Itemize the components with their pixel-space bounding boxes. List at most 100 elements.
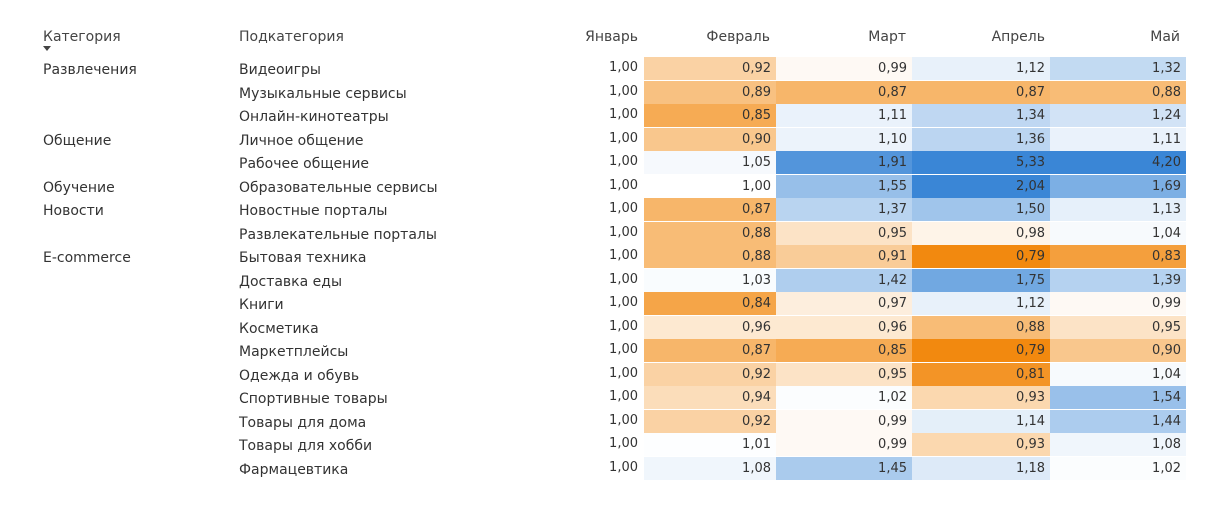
category-label[interactable]: Развлечения: [43, 62, 137, 78]
heatmap-cell-january: 1,00: [609, 201, 638, 216]
heatmap-cell: 0,87: [644, 339, 776, 362]
subcategory-label[interactable]: Товары для дома: [239, 414, 367, 431]
heatmap-cell: 1,02: [1050, 456, 1186, 480]
column-header-january[interactable]: Январь: [585, 29, 638, 45]
subcategory-label[interactable]: Развлекательные порталы: [239, 226, 437, 243]
heatmap-cell-january: 1,00: [609, 60, 638, 75]
column-header-march[interactable]: Март: [868, 29, 906, 45]
heatmap-cell: 0,84: [644, 292, 776, 315]
heatmap-cell: 1,91: [776, 151, 912, 174]
heatmap-cell: 0,79: [912, 339, 1050, 362]
heatmap-cell-january: 1,00: [609, 130, 638, 146]
heatmap-cell: 0,83: [1050, 245, 1186, 268]
heatmap-cell: 1,12: [912, 57, 1050, 80]
heatmap-cell: 0,99: [776, 57, 912, 80]
column-header-april[interactable]: Апрель: [991, 29, 1045, 45]
subcategory-label[interactable]: Одежда и обувь: [239, 367, 360, 384]
subcategory-label[interactable]: Товары для хобби: [239, 438, 373, 454]
heatmap-cell: 1,45: [776, 456, 912, 480]
heatmap-cell-january: 1,00: [609, 107, 638, 122]
heatmap-cell: 0,92: [644, 409, 776, 433]
heatmap-cell: 0,97: [776, 292, 912, 315]
subcategory-label[interactable]: Онлайн-кинотеатры: [239, 109, 389, 125]
heatmap-cell-january: 1,00: [609, 342, 638, 357]
heatmap-cell-january: 1,00: [609, 295, 638, 310]
heatmap-cell: 0,79: [912, 245, 1050, 268]
subcategory-label[interactable]: Фармацевтика: [239, 461, 349, 478]
subcategory-label[interactable]: Маркетплейсы: [239, 344, 349, 360]
heatmap-cell: 1,01: [644, 433, 776, 456]
heatmap-cell: 0,95: [1050, 315, 1186, 339]
heatmap-cell: 1,37: [776, 198, 912, 221]
subcategory-label[interactable]: Книги: [239, 297, 284, 313]
heatmap-cell: 0,87: [776, 80, 912, 104]
heatmap-cell: 1,03: [644, 268, 776, 292]
heatmap-cell: 1,08: [1050, 433, 1186, 456]
heatmap-cell: 0,93: [912, 433, 1050, 456]
heatmap-cell: 1,14: [912, 409, 1050, 433]
heatmap-cell: 0,88: [912, 315, 1050, 339]
heatmap-cell-january: 1,00: [609, 248, 638, 263]
heatmap-cell: 0,87: [644, 198, 776, 221]
heatmap-cell: 0,90: [644, 127, 776, 151]
heatmap-cell-january: 1,00: [609, 224, 638, 240]
heatmap-cell: 0,85: [776, 339, 912, 362]
heatmap-cell-january: 1,00: [609, 154, 638, 169]
heatmap-cell: 0,89: [644, 80, 776, 104]
heatmap-cell: 0,92: [644, 57, 776, 80]
heatmap-cell: 1,34: [912, 104, 1050, 127]
heatmap-cell: 1,44: [1050, 409, 1186, 433]
heatmap-cell: 0,99: [776, 433, 912, 456]
heatmap-cell-january: 1,00: [609, 83, 638, 99]
heatmap-cell: 0,96: [776, 315, 912, 339]
heatmap-cell: 0,85: [644, 104, 776, 127]
heatmap-cell: 0,98: [912, 221, 1050, 245]
heatmap-cell: 0,94: [644, 386, 776, 409]
heatmap-cell: 0,95: [776, 362, 912, 386]
heatmap-cell: 0,95: [776, 221, 912, 245]
subcategory-label[interactable]: Новостные порталы: [239, 203, 388, 219]
heatmap-cell: 1,69: [1050, 174, 1186, 198]
heatmap-cell: 1,32: [1050, 57, 1186, 80]
column-header-february[interactable]: Февраль: [706, 29, 770, 45]
heatmap-cell: 1,24: [1050, 104, 1186, 127]
heatmap-cell: 0,88: [644, 221, 776, 245]
subcategory-label[interactable]: Бытовая техника: [239, 250, 367, 266]
subcategory-label[interactable]: Музыкальные сервисы: [239, 85, 407, 102]
category-label[interactable]: Новости: [43, 203, 104, 219]
subcategory-label[interactable]: Личное общение: [239, 132, 364, 149]
sort-descending-icon[interactable]: [43, 46, 51, 51]
heatmap-cell: 0,90: [1050, 339, 1186, 362]
heatmap-cell: 1,54: [1050, 386, 1186, 409]
heatmap-cell-january: 1,00: [609, 177, 638, 193]
subcategory-label[interactable]: Рабочее общение: [239, 156, 370, 172]
heatmap-cell: 1,11: [1050, 127, 1186, 151]
subcategory-label[interactable]: Видеоигры: [239, 62, 321, 78]
heatmap-cell: 1,55: [776, 174, 912, 198]
heatmap-cell: 1,18: [912, 456, 1050, 480]
heatmap-cell: 1,13: [1050, 198, 1186, 221]
subcategory-label[interactable]: Косметика: [239, 320, 319, 337]
heatmap-cell: 1,42: [776, 268, 912, 292]
heatmap-cell: 0,88: [644, 245, 776, 268]
subcategory-label[interactable]: Спортивные товары: [239, 391, 388, 407]
heatmap-cell: 0,99: [776, 409, 912, 433]
heatmap-cell-january: 1,00: [609, 412, 638, 428]
heatmap-cell: 0,81: [912, 362, 1050, 386]
heatmap-cell-january: 1,00: [609, 436, 638, 451]
heatmap-cell-january: 1,00: [609, 389, 638, 404]
heatmap-cell: 0,88: [1050, 80, 1186, 104]
heatmap-cell: 0,87: [912, 80, 1050, 104]
heatmap-cell: 1,00: [644, 174, 776, 198]
column-header-may[interactable]: Май: [1150, 29, 1180, 45]
category-label[interactable]: Обучение: [43, 179, 115, 196]
category-label[interactable]: Общение: [43, 132, 112, 149]
heatmap-cell: 5,33: [912, 151, 1050, 174]
subcategory-label[interactable]: Доставка еды: [239, 273, 343, 290]
category-label[interactable]: E-commerce: [43, 250, 131, 266]
column-header-subcategory[interactable]: Подкатегория: [239, 29, 344, 45]
heatmap-cell: 1,04: [1050, 362, 1186, 386]
column-header-category[interactable]: Категория: [43, 29, 121, 45]
subcategory-label[interactable]: Образовательные сервисы: [239, 179, 438, 196]
